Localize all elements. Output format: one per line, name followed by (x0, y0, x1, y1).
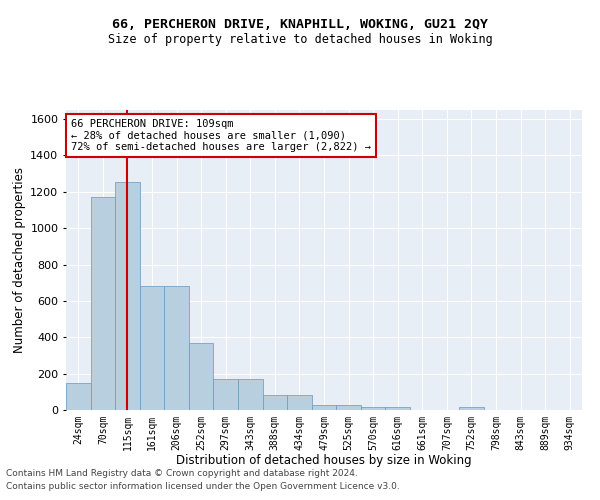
Bar (66, 382, 91, 410)
Bar (336, 406, 361, 410)
Bar (459, 406, 484, 410)
Text: 66 PERCHERON DRIVE: 109sqm
← 28% of detached houses are smaller (1,090)
72% of s: 66 PERCHERON DRIVE: 109sqm ← 28% of deta… (71, 119, 371, 152)
Bar (189, 342, 214, 410)
Text: Contains public sector information licensed under the Open Government Licence v3: Contains public sector information licen… (6, 482, 400, 491)
Bar (91, 198, 115, 410)
Text: 66, PERCHERON DRIVE, KNAPHILL, WOKING, GU21 2QY: 66, PERCHERON DRIVE, KNAPHILL, WOKING, G… (112, 18, 488, 30)
Text: Size of property relative to detached houses in Woking: Size of property relative to detached ho… (107, 32, 493, 46)
X-axis label: Distribution of detached houses by size in Woking: Distribution of detached houses by size … (176, 454, 472, 468)
Y-axis label: Number of detached properties: Number of detached properties (13, 167, 26, 353)
Bar (312, 406, 336, 410)
Bar (164, 286, 189, 410)
Bar (140, 286, 164, 410)
Bar (385, 408, 410, 410)
Bar (361, 408, 385, 410)
Bar (263, 394, 287, 410)
Bar (238, 379, 263, 410)
Text: Contains HM Land Registry data © Crown copyright and database right 2024.: Contains HM Land Registry data © Crown c… (6, 468, 358, 477)
Bar (115, 182, 140, 410)
Bar (287, 394, 312, 410)
Bar (214, 379, 238, 410)
